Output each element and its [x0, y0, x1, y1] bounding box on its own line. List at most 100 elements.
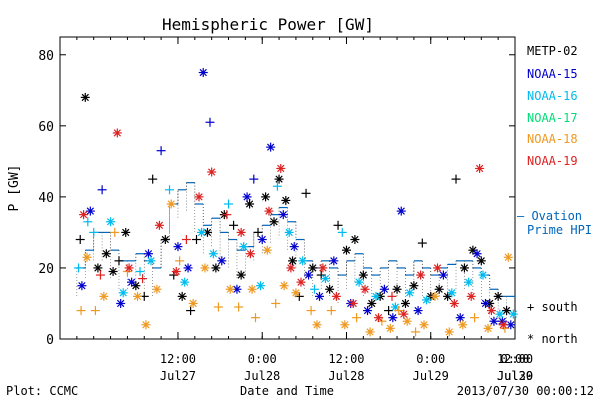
point-metp-02-north [434, 284, 444, 294]
point-noaa-18-south [213, 302, 223, 312]
point-metp-02-north [245, 199, 255, 209]
point-noaa-18-north [166, 199, 176, 209]
point-noaa-15-north [289, 242, 299, 252]
point-noaa-18-north [291, 288, 301, 298]
point-noaa-16-north [118, 288, 128, 298]
point-noaa-16-north [106, 217, 116, 227]
point-noaa-16-north [298, 256, 308, 266]
point-noaa-18-north [419, 320, 429, 330]
point-noaa-19-north [79, 210, 89, 220]
point-metp-02-north [269, 217, 279, 227]
point-noaa-18-north [402, 316, 412, 326]
legend: METP-02 NOAA-15 NOAA-16 NOAA-17 NOAA-18 … [517, 44, 592, 346]
point-noaa-15-north [85, 206, 95, 216]
point-noaa-16-north [464, 277, 474, 287]
point-noaa-18-north [444, 327, 454, 337]
point-metp-02-south [75, 235, 85, 245]
legend-entry-noaa-17: NOAA-17 [527, 111, 578, 125]
point-metp-02-north [493, 291, 503, 301]
point-noaa-18-south [110, 227, 120, 237]
point-noaa-18-south [306, 306, 316, 316]
point-metp-02-north [108, 266, 118, 276]
point-noaa-18-south [352, 313, 362, 323]
point-noaa-19-north [286, 263, 296, 273]
point-noaa-16-north [256, 281, 266, 291]
point-noaa-19-south [138, 274, 148, 284]
point-noaa-15-north [396, 206, 406, 216]
point-noaa-16-south [337, 227, 347, 237]
x-tick-time-label: 0:00 [416, 352, 445, 366]
point-metp-02-south [333, 220, 343, 230]
point-noaa-19-north [486, 306, 496, 316]
point-noaa-19-north [124, 263, 134, 273]
point-noaa-15-north [388, 313, 398, 323]
point-noaa-16-north [180, 277, 190, 287]
point-noaa-19-south [95, 270, 105, 280]
point-metp-02-north [358, 270, 368, 280]
point-noaa-18-north [225, 284, 235, 294]
plot-frame [59, 36, 516, 340]
point-noaa-19-north [348, 298, 358, 308]
point-noaa-15-north [379, 284, 389, 294]
point-noaa-19-north [432, 263, 442, 273]
point-noaa-15-north [242, 192, 252, 202]
x-axis-label: Date and Time [240, 384, 334, 398]
point-noaa-15-south [249, 174, 259, 184]
point-noaa-16-south [89, 227, 99, 237]
point-metp-02-north [341, 245, 351, 255]
point-metp-02-south [253, 227, 263, 237]
point-noaa-18-north [458, 320, 468, 330]
point-metp-02-north [281, 195, 291, 205]
point-metp-02-north [409, 281, 419, 291]
x-tick-date-label: Jul28 [328, 369, 364, 383]
point-noaa-19-south [387, 291, 397, 301]
point-metp-02-north [392, 284, 402, 294]
point-metp-02-north [177, 291, 187, 301]
point-noaa-16-north [197, 227, 207, 237]
point-noaa-19-north [154, 220, 164, 230]
legend-entry-noaa-16: NOAA-16 [527, 89, 578, 103]
y-axis-ticks: 0 20 40 60 80 [38, 49, 515, 348]
point-noaa-16-south [165, 185, 175, 195]
y-tick-label: 60 [38, 120, 54, 135]
point-noaa-19-north [498, 320, 508, 330]
point-noaa-16-south [135, 266, 145, 276]
point-noaa-18-south [234, 302, 244, 312]
point-noaa-15-south [97, 185, 107, 195]
legend-entry-noaa-15: NOAA-15 [527, 67, 578, 81]
point-noaa-19-north [416, 270, 426, 280]
point-metp-02-south [417, 238, 427, 248]
point-noaa-19-north [112, 128, 122, 138]
point-noaa-18-north [340, 320, 350, 330]
point-metp-02-north [502, 306, 512, 316]
x-tick-time-label: 0:00 [248, 352, 277, 366]
y-tick-label: 0 [46, 333, 54, 348]
point-noaa-18-south [175, 256, 185, 266]
point-metp-02-north [160, 235, 170, 245]
point-noaa-15-north [127, 277, 137, 287]
x-tick-date-label: Jul27 [160, 369, 196, 383]
point-noaa-15-north [173, 242, 183, 252]
point-noaa-18-north [247, 284, 257, 294]
point-noaa-15-north [506, 320, 516, 330]
point-noaa-16-north [405, 288, 415, 298]
point-noaa-18-south [411, 327, 421, 337]
point-noaa-19-north [374, 313, 383, 323]
x-tick-time-label: 12:00 [497, 352, 533, 366]
footer-timestamp: 2013/07/30 00:00:12 [457, 384, 594, 398]
point-noaa-16-south [224, 199, 234, 209]
point-noaa-15-north [363, 306, 373, 316]
point-metp-02-north [211, 263, 221, 273]
x-tick-date-label: Jul30 [497, 369, 533, 383]
point-noaa-18-north [141, 320, 151, 330]
point-noaa-15-north [143, 249, 153, 259]
point-noaa-18-north [99, 291, 109, 301]
chart-title: Hemispheric Power [GW] [162, 15, 374, 34]
point-noaa-19-south [181, 235, 191, 245]
point-metp-02-north [400, 298, 410, 308]
point-metp-02-north [288, 256, 298, 266]
point-noaa-19-north [194, 192, 204, 202]
point-noaa-18-south [394, 306, 404, 316]
point-noaa-15-north [438, 270, 448, 280]
point-noaa-16-north [284, 227, 294, 237]
